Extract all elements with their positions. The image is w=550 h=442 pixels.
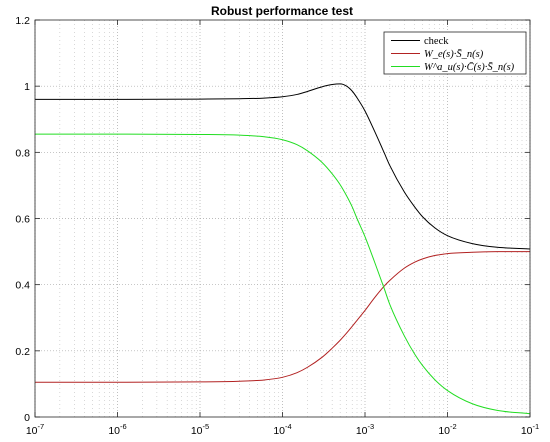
x-tick-label: 10-5 [191,422,209,437]
y-tick-label: 0 [24,412,30,424]
legend: check W_e(s)·S̄_n(s) W^a_u(s)·C̄(s)·S̄_n… [383,31,527,75]
y-tick-label: 1 [24,81,30,93]
legend-label-check: check [424,36,449,47]
x-tick-label: 10-3 [356,422,374,437]
series-line-0 [34,83,531,250]
legend-label-wu: W^a_u(s)·C̄(s)·S̄_n(s) [424,61,515,73]
x-tick-label: 10-2 [438,422,456,437]
axis-ticks: 10-7 10-6 10-5 10-4 10-3 10-2 10-1 0 0.2 0.4 0.6 0.… [15,15,539,437]
series-lines [34,83,531,415]
y-tick-label: 0.6 [15,214,30,226]
x-tick-label: 10-7 [26,422,44,437]
y-tick-label: 0.8 [15,147,30,159]
y-tick-label: 1.2 [15,15,30,27]
legend-label-we: W_e(s)·S̄_n(s) [424,48,484,60]
series-line-2 [34,133,531,415]
x-tick-label: 10-6 [108,422,126,437]
y-tick-label: 0.2 [15,346,30,358]
y-tick-label: 0.4 [15,280,30,292]
chart-title: Robust performance test [211,4,353,18]
x-tick-label: 10-4 [273,422,291,437]
series-line-1 [35,251,530,383]
x-tick-label: 10-1 [521,422,539,437]
